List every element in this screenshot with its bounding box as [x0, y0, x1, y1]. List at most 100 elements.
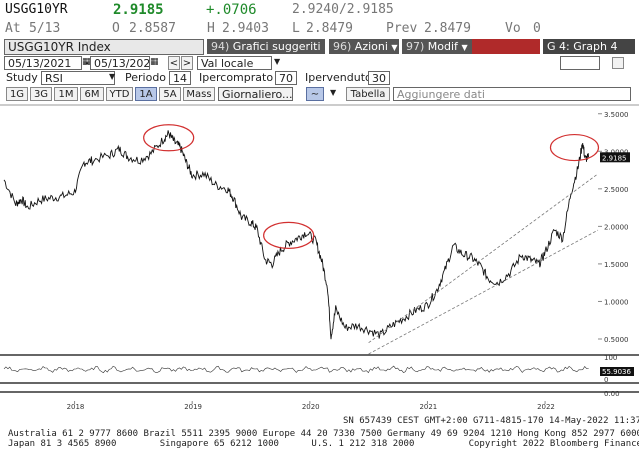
range-label: 3G [33, 89, 49, 100]
contacts-line-2: Japan 81 3 4565 8900 Singapore 65 6212 1… [8, 439, 639, 449]
range-button-1a[interactable]: 1A [135, 87, 157, 101]
range-button-ytd[interactable]: YTD [106, 87, 133, 101]
currency-select[interactable]: Val locale [197, 56, 272, 70]
range-button-1g[interactable]: 1G [6, 87, 28, 101]
session-line: SN 657439 CEST GMT+2:00 G711-4815-170 14… [343, 416, 639, 426]
period-label: Periodo [125, 71, 167, 84]
modify-number: 97) [406, 40, 425, 53]
open-label: O [112, 21, 120, 36]
trend-line-lower [368, 229, 599, 355]
overbought-label: Ipercomprato [199, 71, 274, 84]
modify-button[interactable]: 97) Modif ▼ [402, 39, 472, 54]
date-from-field[interactable]: 05/13/2021 [4, 56, 82, 70]
period-input[interactable]: 14 [169, 71, 191, 85]
chevron-left-icon: < [169, 58, 179, 69]
x-tick-label: 2019 [184, 403, 202, 409]
low-label: L [292, 21, 300, 36]
last-price: 2.9185 [113, 2, 164, 18]
table-button[interactable]: Tabella [346, 87, 390, 101]
open-value: 2.8587 [129, 21, 176, 36]
oversold-value: 30 [372, 72, 386, 85]
study-controls-row: Study RSI ▼ Periodo 14 Ipercomprato 70 I… [0, 71, 639, 86]
toolbar: USGG10YR Index 94) Grafici suggeriti 96)… [0, 39, 639, 55]
chevron-down-icon[interactable]: ▼ [274, 57, 281, 66]
rsi-tick-label: 100 [604, 354, 617, 362]
last-value-label: 2.9185 [602, 154, 627, 162]
range-button-1m[interactable]: 1M [54, 87, 78, 101]
currency-text: Val locale [201, 57, 254, 70]
frequency-select[interactable]: Giornaliero... [218, 87, 293, 101]
prev-period-button[interactable]: < [168, 56, 180, 70]
overbought-input[interactable]: 70 [275, 71, 297, 85]
oversold-input[interactable]: 30 [368, 71, 390, 85]
range-button-5a[interactable]: 5A [159, 87, 181, 101]
chevron-down-icon: ▼ [391, 43, 398, 52]
y-tick-label: 1.0000 [604, 298, 629, 306]
line-chart-icon: ∼ [310, 89, 320, 100]
chevron-down-icon: ▼ [461, 43, 468, 52]
security-field[interactable]: USGG10YR Index [4, 39, 204, 55]
range-label: 1G [9, 89, 25, 100]
calendar-icon[interactable]: ▦ [150, 57, 159, 67]
circle-2018-high [143, 124, 195, 152]
graph-tab[interactable]: G 4: Graph 4 [543, 39, 635, 54]
checkbox[interactable] [612, 57, 624, 69]
date-to-field[interactable]: 05/13/2022 [90, 56, 150, 70]
study-select[interactable]: RSI [41, 71, 115, 85]
add-data-input[interactable]: Aggiungere dati [393, 87, 631, 101]
range-button-3g[interactable]: 3G [30, 87, 52, 101]
trend-line-upper [368, 173, 599, 344]
y-tick-label: 3.5000 [604, 111, 629, 119]
circle-2022-high [549, 133, 600, 162]
overbought-value: 70 [279, 72, 293, 85]
chevron-down-icon[interactable]: ▼ [330, 88, 337, 97]
contacts-line-1: Australia 61 2 9777 8600 Brazil 5511 239… [8, 429, 639, 439]
add-data-placeholder: Aggiungere dati [397, 88, 485, 101]
x-tick-label: 2021 [419, 403, 437, 409]
y-tick-label: 2.5000 [604, 186, 629, 194]
date-to-text: 05/13/2022 [94, 57, 150, 70]
ticker: USGG10YR [5, 2, 68, 17]
quote-line-1: USGG10YR 2.9185 +.0706 2.9240/2.9185 [0, 2, 639, 20]
y-tick-label: 3.0000 [604, 148, 629, 156]
range-label: 1M [58, 89, 74, 100]
rsi-line [3, 365, 589, 374]
date-controls-row: 05/13/2021 ▦ - 05/13/2022 ▦ < > Val loca… [0, 56, 639, 71]
circle-2019-high [263, 221, 315, 249]
date-from-text: 05/13/2021 [8, 57, 72, 70]
study-value: RSI [45, 72, 63, 85]
x-tick-label: 2020 [302, 403, 320, 409]
next-period-button[interactable]: > [181, 56, 193, 70]
price-change: +.0706 [206, 2, 257, 18]
calendar-icon[interactable]: ▦ [82, 57, 91, 67]
blank-field[interactable] [560, 56, 600, 70]
high-value: 2.9403 [222, 21, 269, 36]
range-label: YTD [109, 89, 130, 100]
rsi-last-tag [600, 367, 634, 376]
high-label: H [207, 21, 215, 36]
modify-label: Modif [427, 40, 458, 53]
at-label: At [5, 21, 21, 36]
oversold-label: Ipervenduto [305, 71, 372, 84]
study-label: Study [6, 71, 38, 84]
suggested-charts-label: Grafici suggeriti [232, 40, 321, 53]
actions-button[interactable]: 96) Azioni ▼ [329, 39, 399, 54]
table-label: Tabella [350, 89, 386, 100]
y-tick-label: 1.5000 [604, 261, 629, 269]
range-button-mass[interactable]: Mass [183, 87, 215, 101]
range-controls-row: 1G 3G 1M 6M YTD 1A 5A Mass Giornaliero..… [0, 87, 639, 102]
period-value: 14 [173, 72, 187, 85]
modify-red-block [472, 39, 540, 54]
rsi-last-label: 55.9036 [602, 368, 631, 376]
price-chart[interactable]: 3.5000 3.0000 2.5000 2.0000 1.5000 1.0000 0.50… [0, 104, 639, 409]
vol-label: Vo [505, 21, 521, 36]
at-value: 5/13 [29, 21, 61, 36]
chevron-down-icon[interactable]: ▼ [109, 72, 116, 81]
range-button-6m[interactable]: 6M [80, 87, 104, 101]
suggested-charts-button[interactable]: 94) Grafici suggeriti [207, 39, 325, 54]
x-tick-label: 2018 [67, 403, 85, 409]
chart-type-button[interactable]: ∼ [306, 87, 324, 101]
bid-ask: 2.9240/2.9185 [292, 2, 394, 17]
actions-label: Azioni [354, 40, 388, 53]
price-line [3, 130, 590, 340]
